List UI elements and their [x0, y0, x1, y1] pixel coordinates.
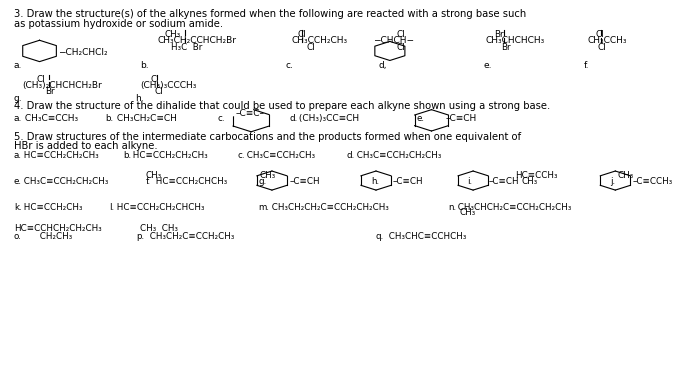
Text: e.: e.: [14, 177, 22, 186]
Text: c.: c.: [237, 151, 245, 160]
Text: CH₃CCH₃: CH₃CCH₃: [587, 36, 627, 45]
Text: –C≡CH: –C≡CH: [393, 177, 424, 186]
Text: Cl: Cl: [36, 74, 45, 84]
Text: a.: a.: [14, 151, 22, 160]
Text: (CH₃)₂CHCHCH₂Br: (CH₃)₂CHCHCH₂Br: [22, 81, 102, 90]
Text: Br: Br: [45, 87, 55, 96]
Text: HC≡CCH₂CH₂CH₃: HC≡CCH₂CH₂CH₃: [21, 151, 99, 160]
Text: b.: b.: [122, 151, 131, 160]
Text: d.: d.: [347, 151, 355, 160]
Text: Cl: Cl: [307, 43, 315, 52]
Text: CH₃C≡CCH₃: CH₃C≡CCH₃: [22, 114, 78, 123]
Text: –C≡C–: –C≡C–: [235, 109, 264, 118]
Text: 4. Draw the structure of the dihalide that could be used to prepare each alkyne : 4. Draw the structure of the dihalide th…: [14, 101, 550, 111]
Text: Cl: Cl: [596, 30, 605, 39]
Text: Cl: Cl: [154, 87, 162, 96]
Text: c.: c.: [218, 114, 225, 123]
Text: HC≡CCHCH₂CH₂CH₃: HC≡CCHCH₂CH₂CH₃: [14, 224, 101, 233]
Text: HC≡CCH₂CH₂CH₃: HC≡CCH₂CH₂CH₃: [130, 151, 207, 160]
Text: o.: o.: [14, 232, 22, 241]
Text: q.: q.: [376, 232, 384, 241]
Text: d,: d,: [379, 61, 387, 70]
Text: Cl: Cl: [298, 30, 306, 39]
Text: i.: i.: [468, 177, 472, 186]
Text: H₃C  Br: H₃C Br: [172, 43, 203, 52]
Text: CH₃: CH₃: [522, 177, 538, 186]
Text: HC≡CCH₂CH₂CHCH₃: HC≡CCH₂CH₂CHCH₃: [115, 203, 205, 212]
Text: Cl: Cl: [598, 43, 607, 52]
Text: m.: m.: [258, 203, 269, 212]
Text: a.: a.: [14, 61, 22, 70]
Text: CH₃: CH₃: [164, 30, 181, 39]
Text: h.: h.: [135, 94, 144, 103]
Text: CH₃: CH₃: [459, 209, 475, 217]
Text: −CHCH−: −CHCH−: [373, 36, 414, 45]
Text: Br: Br: [494, 30, 503, 39]
Text: g.: g.: [14, 94, 22, 103]
Text: (CH₃)₃CCCH₃: (CH₃)₃CCCH₃: [140, 81, 197, 90]
Text: e.: e.: [484, 61, 492, 70]
Text: e.: e.: [416, 114, 424, 123]
Text: HC≡CCH₂CHCH₃: HC≡CCH₂CHCH₃: [153, 177, 227, 186]
Text: f.: f.: [146, 177, 150, 186]
Text: CH₃C≡CCH₂CH₂CH₃: CH₃C≡CCH₂CH₂CH₃: [21, 177, 108, 186]
Text: –C≡CH: –C≡CH: [446, 114, 477, 123]
Text: CH₃  CH₃: CH₃ CH₃: [140, 224, 178, 233]
Text: –C≡CH: –C≡CH: [289, 177, 320, 186]
Text: Cl: Cl: [150, 74, 159, 84]
Text: d.: d.: [289, 114, 298, 123]
Text: Br: Br: [501, 43, 510, 52]
Text: CH₃CH₂CCHCH₂Br: CH₃CH₂CCHCH₂Br: [158, 36, 237, 45]
Text: a.: a.: [14, 114, 22, 123]
Text: f.: f.: [584, 61, 589, 70]
Text: (CH₃)₃CC≡CH: (CH₃)₃CC≡CH: [295, 114, 358, 123]
Text: CH₃CHCHCH₃: CH₃CHCHCH₃: [486, 36, 545, 45]
Text: HC≡CCH₃: HC≡CCH₃: [514, 171, 557, 180]
Text: n.: n.: [448, 203, 456, 212]
Text: CH₃: CH₃: [146, 171, 162, 180]
Text: CH₃C≡CCH₂CH₂CH₃: CH₃C≡CCH₂CH₂CH₃: [354, 151, 441, 160]
Text: −CH₂CHCl₂: −CH₂CHCl₂: [58, 48, 108, 57]
Text: l.: l.: [109, 203, 114, 212]
Text: k.: k.: [14, 203, 22, 212]
Text: CH₃: CH₃: [617, 171, 634, 180]
Text: 3. Draw the structure(s) of the alkynes formed when the following are reacted wi: 3. Draw the structure(s) of the alkynes …: [14, 9, 526, 19]
Text: CH₃CH₂C≡CCH₂CH₃: CH₃CH₂C≡CCH₂CH₃: [147, 232, 234, 241]
Text: Cl: Cl: [397, 30, 405, 39]
Text: b.: b.: [140, 61, 149, 70]
Text: –C≡CH: –C≡CH: [489, 177, 519, 186]
Text: CH₃CHC≡CCHCH₃: CH₃CHC≡CCHCH₃: [386, 232, 467, 241]
Text: 5. Draw structures of the intermediate carbocations and the products formed when: 5. Draw structures of the intermediate c…: [14, 132, 521, 142]
Text: CH₃CHCH₂C≡CCH₂CH₂CH₃: CH₃CHCH₂C≡CCH₂CH₂CH₃: [455, 203, 571, 212]
Text: HC≡CCH₂CH₃: HC≡CCH₂CH₃: [21, 203, 83, 212]
Text: j.: j.: [610, 177, 615, 186]
Text: g.: g.: [258, 177, 266, 186]
Text: CH₃CCH₂CH₃: CH₃CCH₂CH₃: [291, 36, 347, 45]
Text: h.: h.: [371, 177, 379, 186]
Text: b.: b.: [106, 114, 113, 123]
Text: as potassium hydroxide or sodium amide.: as potassium hydroxide or sodium amide.: [14, 18, 223, 28]
Text: p.: p.: [136, 232, 145, 241]
Text: CH₃: CH₃: [260, 171, 276, 180]
Text: c.: c.: [286, 61, 294, 70]
Text: Cl: Cl: [397, 43, 405, 52]
Text: CH₃CH₂C≡CH: CH₃CH₂C≡CH: [114, 114, 176, 123]
Text: CH₃CH₂CH₂C≡CCH₂CH₂CH₃: CH₃CH₂CH₂C≡CCH₂CH₂CH₃: [270, 203, 389, 212]
Text: CH₃C≡CCH₂CH₃: CH₃C≡CCH₂CH₃: [244, 151, 315, 160]
Text: CH₂CH₃: CH₂CH₃: [26, 232, 72, 241]
Text: –C≡CCH₃: –C≡CCH₃: [633, 177, 673, 186]
Text: HBr is added to each alkyne.: HBr is added to each alkyne.: [14, 141, 158, 151]
